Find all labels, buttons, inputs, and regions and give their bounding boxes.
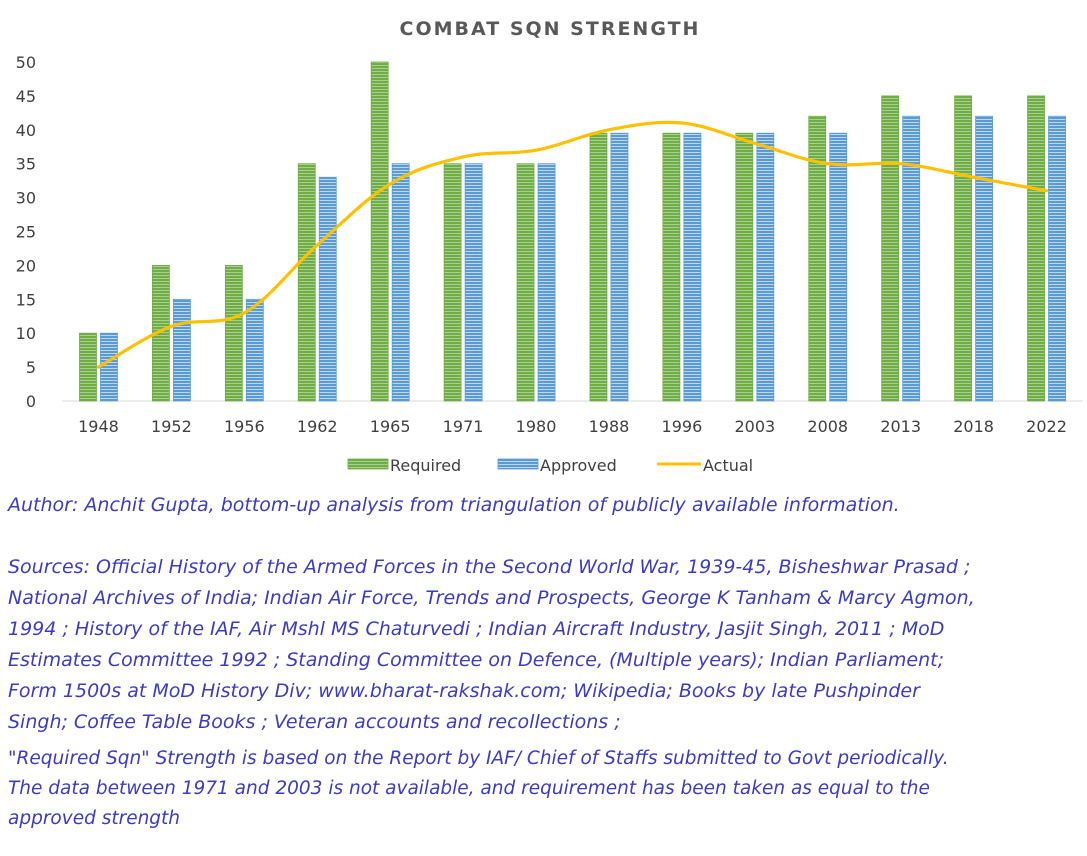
x-tick-label: 1996 (662, 417, 703, 436)
legend-actual-label: Actual (703, 456, 753, 475)
approved-bar (610, 132, 629, 402)
required-line: The data between 1971 and 2003 is not av… (8, 778, 930, 799)
approved-bar (902, 115, 921, 402)
y-tick-label: 45 (16, 87, 36, 106)
sources-note: Sources: Official History of the Armed F… (8, 552, 1087, 738)
required-bar (735, 132, 754, 402)
bars-group (79, 61, 1066, 402)
y-tick-label: 30 (16, 189, 36, 208)
x-tick-label: 1952 (151, 417, 192, 436)
actual-line (96, 120, 1049, 369)
x-axis-ticks: 1948 1952 1956 1962 1965 1971 1980 1988 1996 2003… (78, 417, 1067, 436)
legend-required-swatch (347, 458, 389, 470)
x-tick-label: 1948 (78, 417, 119, 436)
x-tick-label: 2022 (1026, 417, 1067, 436)
approved-bar (172, 298, 191, 402)
required-line: "Required Sqn" Strength is based on the … (8, 748, 949, 769)
sources-line: Form 1500s at MoD History Div; www.bhara… (8, 680, 920, 702)
x-tick-label: 2018 (953, 417, 994, 436)
required-bar (79, 332, 97, 402)
required-bar (370, 61, 389, 402)
x-tick-label: 2003 (734, 417, 775, 436)
approved-bar (975, 115, 994, 402)
sources-line: National Archives of India; Indian Air F… (8, 587, 975, 609)
required-bar (881, 95, 900, 402)
approved-bar (537, 163, 556, 402)
approved-bar (100, 332, 118, 402)
x-tick-label: 2008 (807, 417, 848, 436)
approved-bar (464, 163, 483, 402)
x-tick-label: 1965 (370, 417, 411, 436)
y-tick-label: 15 (16, 290, 36, 309)
required-bar (662, 132, 681, 402)
approved-bar (829, 132, 848, 402)
sources-line: Estimates Committee 1992 ; Standing Comm… (8, 649, 945, 671)
sources-line: Singh; Coffee Table Books ; Veteran acco… (8, 711, 621, 733)
required-bar (954, 95, 973, 402)
required-bar (1027, 95, 1045, 402)
approved-bar (683, 132, 702, 402)
y-axis-ticks: 0 5 10 15 20 25 30 35 40 45 50 (16, 53, 36, 411)
approved-bar (318, 176, 337, 402)
required-bar (224, 264, 243, 402)
y-tick-label: 25 (16, 223, 36, 242)
y-tick-label: 35 (16, 155, 36, 174)
y-tick-label: 5 (26, 358, 36, 377)
y-tick-label: 20 (16, 256, 36, 275)
required-bar (151, 264, 170, 402)
x-tick-label: 2013 (880, 417, 921, 436)
author-note: Author: Anchit Gupta, bottom-up analysis… (8, 494, 900, 516)
required-line: approved strength (8, 808, 181, 829)
y-tick-label: 10 (16, 324, 36, 343)
actual-line-group (96, 120, 1049, 369)
chart-title: COMBAT SQN STRENGTH (400, 18, 701, 40)
required-note: "Required Sqn" Strength is based on the … (8, 744, 1087, 834)
legend: Required Approved Actual (347, 456, 753, 475)
required-bar (808, 115, 827, 402)
x-tick-label: 1962 (297, 417, 338, 436)
x-tick-label: 1988 (589, 417, 630, 436)
legend-required-label: Required (390, 456, 461, 475)
approved-bar (391, 163, 410, 402)
required-bar (589, 132, 608, 402)
y-tick-label: 50 (16, 53, 36, 72)
notes-block: Author: Anchit Gupta, bottom-up analysis… (8, 490, 1087, 834)
y-tick-label: 0 (26, 392, 36, 411)
sources-line: 1994 ; History of the IAF, Air Mshl MS C… (8, 618, 945, 640)
approved-bar (245, 298, 264, 402)
required-bar (443, 163, 462, 402)
legend-approved-swatch (497, 458, 539, 470)
legend-approved-label: Approved (540, 456, 617, 475)
sources-line: Sources: Official History of the Armed F… (8, 556, 971, 578)
x-tick-label: 1956 (224, 417, 265, 436)
chart-area: COMBAT SQN STRENGTH 0 5 10 15 20 25 30 35 40 45 50… (16, 18, 1083, 475)
combat-sqn-chart: COMBAT SQN STRENGTH 0 5 10 15 20 25 30 35 40 45 50… (16, 18, 1083, 475)
y-tick-label: 40 (16, 121, 36, 140)
x-tick-label: 1980 (516, 417, 557, 436)
x-tick-label: 1971 (443, 417, 484, 436)
approved-bar (756, 132, 775, 402)
approved-bar (1048, 115, 1066, 402)
required-bar (297, 163, 316, 402)
required-bar (516, 163, 535, 402)
